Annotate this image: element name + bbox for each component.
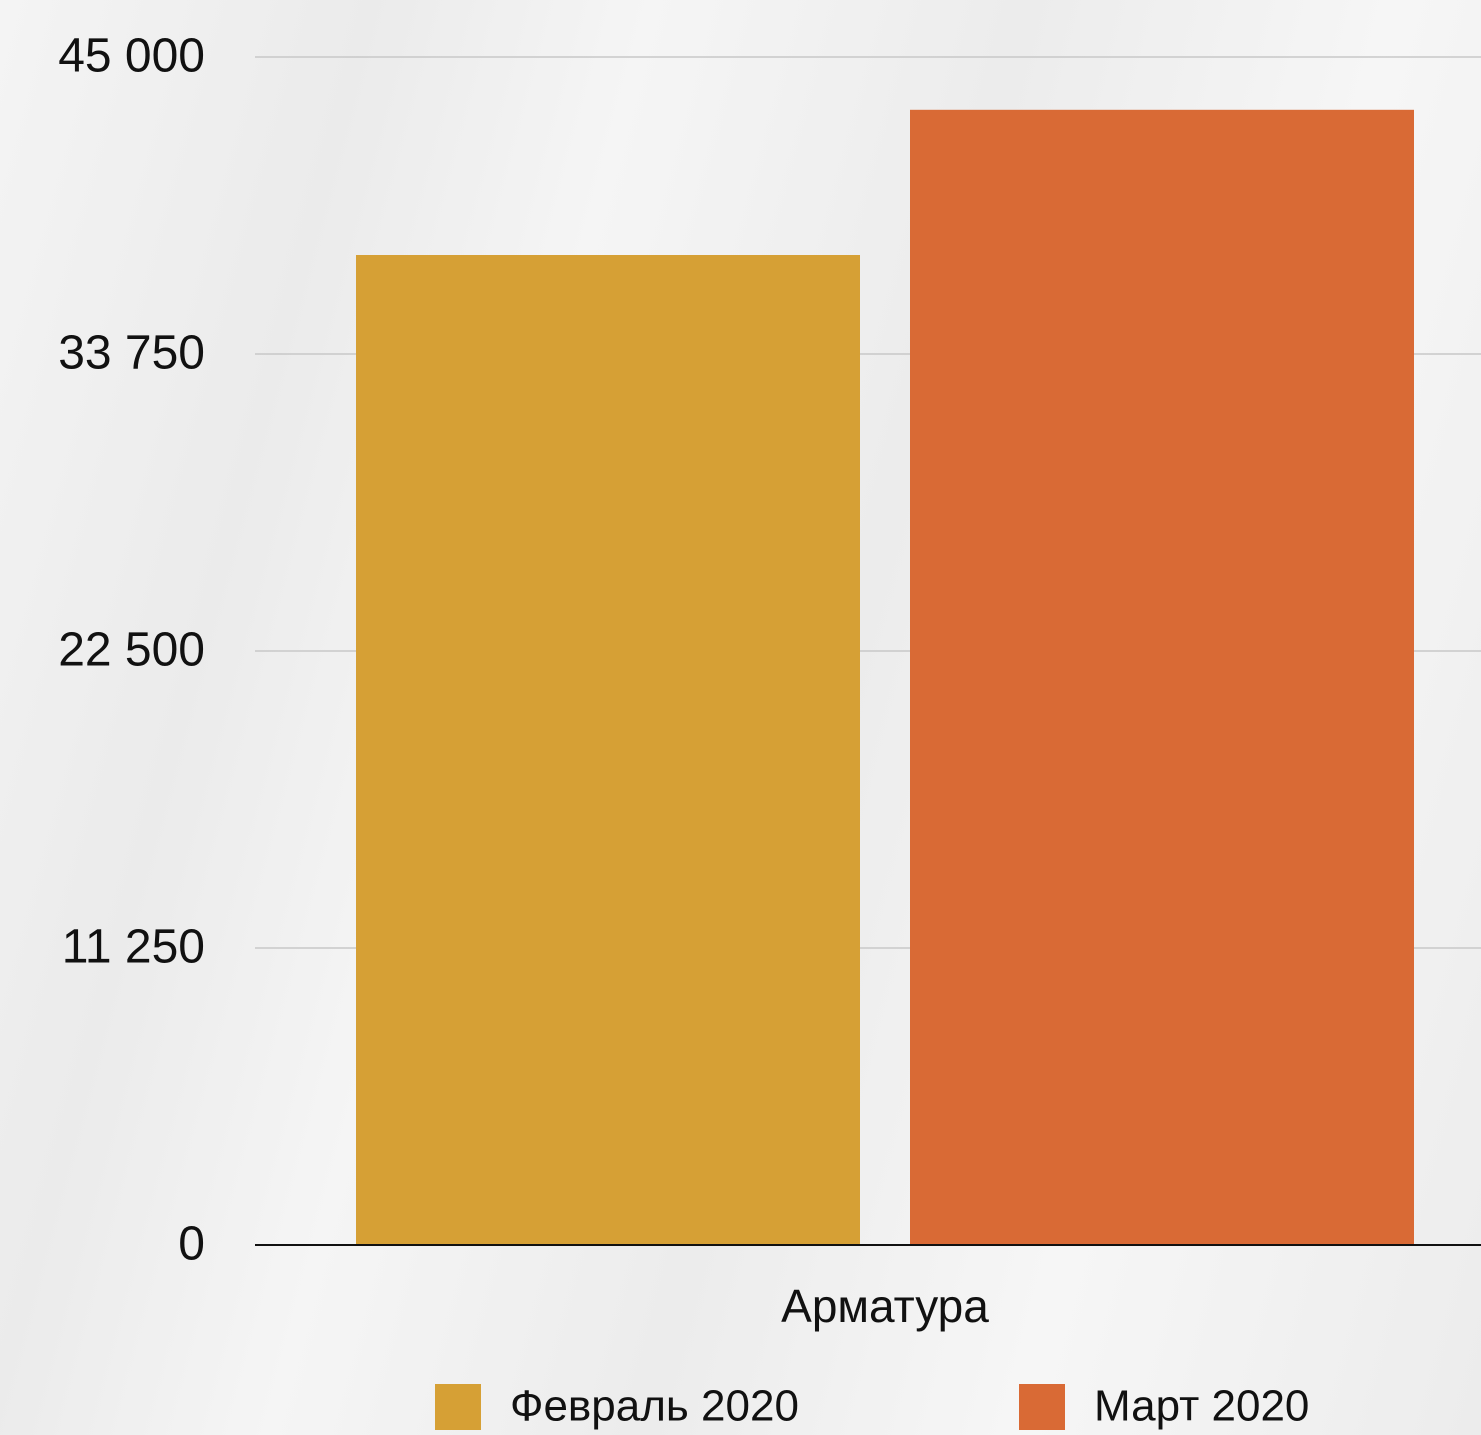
legend-label: Февраль 2020 [510, 1382, 799, 1431]
y-tick-label: 22 500 [58, 624, 205, 677]
legend-swatch [1019, 1384, 1065, 1430]
bar [356, 255, 860, 1245]
y-tick-label: 0 [178, 1218, 205, 1271]
legend-label: Март 2020 [1094, 1382, 1309, 1431]
y-tick-label: 45 000 [58, 30, 205, 83]
bar [910, 109, 1414, 1245]
y-tick-label: 33 750 [58, 327, 205, 380]
x-tick-label: Арматура [781, 1280, 989, 1332]
legend-swatch [435, 1384, 481, 1430]
y-tick-label: 11 250 [62, 921, 205, 974]
